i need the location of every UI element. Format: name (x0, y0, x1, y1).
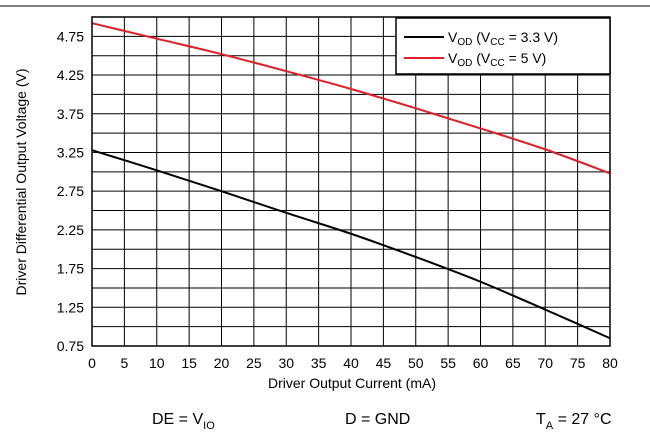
x-tick-label: 80 (602, 355, 618, 371)
x-tick-label: 25 (246, 355, 262, 371)
x-tick-label: 35 (311, 355, 327, 371)
legend-box (395, 17, 611, 75)
series-line-0 (91, 149, 611, 340)
x-tick-label: 60 (473, 355, 489, 371)
x-tick-label: 20 (214, 355, 230, 371)
y-tick-label: 2.25 (57, 222, 84, 238)
y-tick-label: 0.75 (57, 338, 84, 354)
y-axis-ticks: 0.75 1.25 1.75 2.25 2.75 3.25 3.75 4.25 4.75 (57, 28, 84, 354)
series-layer (91, 22, 611, 340)
condition-d: D = GND (345, 411, 410, 428)
series-line-1 (91, 22, 611, 175)
x-tick-label: 30 (278, 355, 294, 371)
condition-ta: TA = 27 °C (536, 411, 612, 432)
x-tick-label: 40 (343, 355, 359, 371)
legend-entry-3v3: VOD (VCC = 3.3 V) (448, 29, 558, 48)
plot-frame (91, 16, 611, 347)
x-tick-label: 45 (376, 355, 392, 371)
y-tick-label: 4.75 (57, 28, 84, 44)
x-tick-label: 5 (120, 355, 128, 371)
legend-entry-5v: VOD (VCC = 5 V) (448, 50, 546, 69)
x-tick-label: 70 (537, 355, 553, 371)
y-tick-label: 3.75 (57, 106, 84, 122)
y-tick-label: 4.25 (57, 67, 84, 83)
x-tick-label: 50 (408, 355, 424, 371)
y-tick-label: 1.75 (57, 261, 84, 277)
x-tick-label: 10 (149, 355, 165, 371)
x-tick-label: 0 (88, 355, 96, 371)
y-tick-label: 2.75 (57, 183, 84, 199)
condition-de: DE = VIO (152, 411, 215, 432)
x-axis-title: Driver Output Current (mA) (268, 375, 436, 391)
x-tick-label: 75 (570, 355, 586, 371)
x-tick-label: 55 (440, 355, 456, 371)
y-tick-label: 1.25 (57, 299, 84, 315)
y-tick-label: 3.25 (57, 144, 84, 160)
x-axis-ticks: 0 5 10 15 20 25 30 35 40 45 50 55 60 65 70 75 80 (88, 355, 618, 371)
legend: VOD (VCC = 3.3 V) VOD (VCC = 5 V) (395, 17, 611, 75)
x-tick-label: 15 (181, 355, 197, 371)
x-tick-label: 65 (505, 355, 521, 371)
y-axis-title: Driver Differential Output Voltage (V) (13, 69, 29, 296)
